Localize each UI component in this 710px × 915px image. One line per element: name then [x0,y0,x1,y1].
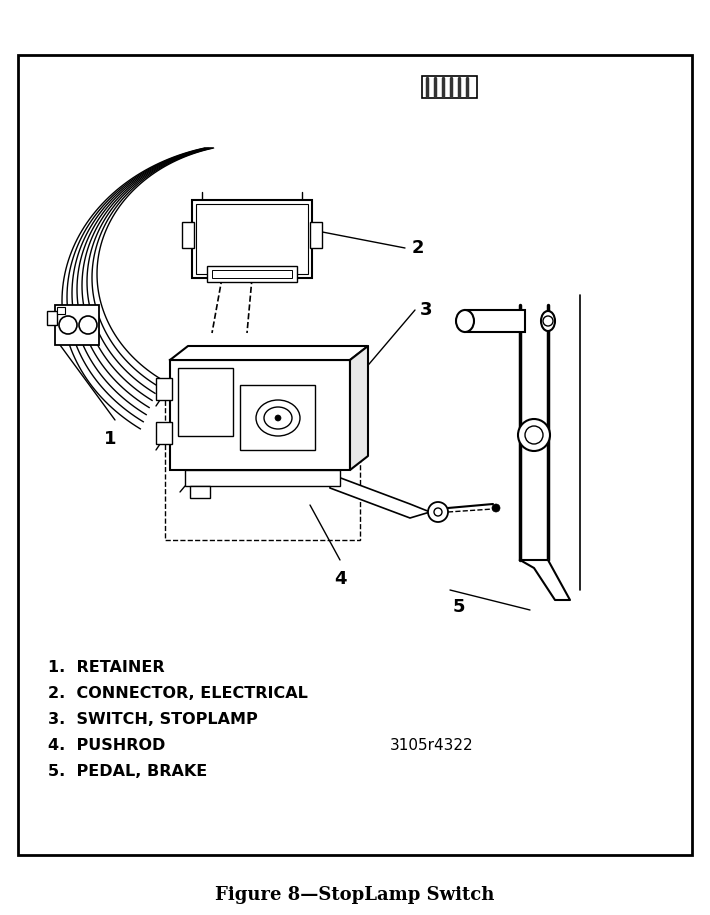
Bar [170,360,350,470]
Bar [18,55,692,855]
Circle shape [492,504,500,512]
Circle shape [79,316,97,334]
Circle shape [525,426,543,444]
Bar [207,266,297,282]
Ellipse shape [264,407,292,429]
Text: 3.  SWITCH, STOPLAMP: 3. SWITCH, STOPLAMP [48,712,258,727]
Bar [190,486,210,498]
Bar [240,385,315,450]
Bar [57,307,65,314]
Circle shape [543,316,553,326]
Bar [178,368,233,436]
Text: 3: 3 [420,301,432,319]
Bar [156,378,172,400]
Circle shape [434,508,442,516]
Circle shape [59,316,77,334]
Bar [212,270,292,278]
Bar [165,380,360,540]
Text: 5: 5 [453,598,466,616]
Text: 2: 2 [412,239,425,257]
Ellipse shape [456,310,474,332]
Text: 1.  RETAINER: 1. RETAINER [48,660,165,675]
Polygon shape [350,346,368,470]
Ellipse shape [541,311,555,331]
Bar [185,470,340,486]
Text: 2.  CONNECTOR, ELECTRICAL: 2. CONNECTOR, ELECTRICAL [48,686,308,701]
Bar [192,200,312,278]
Circle shape [275,415,281,421]
Text: 4.  PUSHROD: 4. PUSHROD [48,738,165,753]
Circle shape [518,419,550,451]
Ellipse shape [256,400,300,436]
Bar [196,204,308,274]
Polygon shape [520,560,570,600]
Circle shape [428,502,448,522]
Text: 3105r4322: 3105r4322 [390,738,474,753]
Bar [47,311,57,325]
Text: 5.  PEDAL, BRAKE: 5. PEDAL, BRAKE [48,764,207,779]
Bar [55,305,99,345]
Polygon shape [170,346,368,360]
Text: Figure 8—StopLamp Switch: Figure 8—StopLamp Switch [215,886,495,904]
Text: 1: 1 [104,430,116,448]
Bar [310,222,322,248]
Polygon shape [330,474,430,518]
Text: 4: 4 [334,570,346,588]
Bar [465,310,525,332]
Bar [182,222,194,248]
Bar [156,422,172,444]
Bar [422,76,477,98]
